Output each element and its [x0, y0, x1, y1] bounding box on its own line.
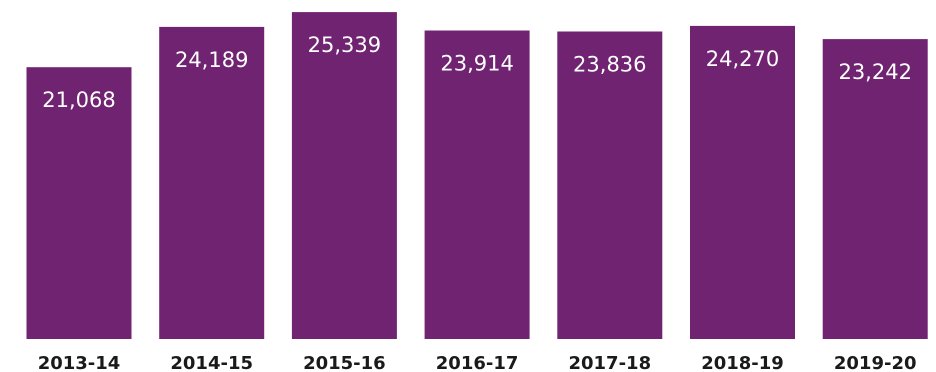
bar-2014-15 [159, 26, 265, 340]
data-label-2015-16: 25,339 [308, 33, 381, 57]
bar-2019-20 [822, 39, 928, 339]
x-tick-label-2015-16: 2015-16 [303, 353, 386, 372]
data-label-2019-20: 23,242 [838, 60, 911, 84]
bars-layer [26, 12, 928, 340]
x-axis-tick-labels: 2013-14 2014-15 2015-16 2016-17 2017-18 2018-… [38, 353, 917, 372]
x-tick-label-2014-15: 2014-15 [170, 353, 253, 372]
x-tick-label-2013-14: 2013-14 [38, 353, 121, 372]
data-label-2017-18: 23,836 [573, 53, 646, 77]
data-label-2016-17: 23,914 [440, 52, 513, 76]
bar-2016-17 [424, 30, 530, 339]
bar-2017-18 [557, 31, 663, 339]
data-label-2013-14: 21,068 [42, 88, 115, 112]
data-label-2018-19: 24,270 [706, 47, 779, 71]
data-label-2014-15: 24,189 [175, 48, 248, 72]
bar-2015-16 [291, 12, 397, 339]
data-labels-layer: 21,068 24,189 25,339 23,914 23,836 24,270 23,2… [42, 33, 912, 112]
x-tick-label-2017-18: 2017-18 [568, 353, 651, 372]
x-tick-label-2018-19: 2018-19 [701, 353, 784, 372]
bar-2018-19 [690, 25, 795, 340]
bar-2013-14 [26, 67, 132, 339]
x-tick-label-2019-20: 2019-20 [834, 353, 917, 372]
x-tick-label-2016-17: 2016-17 [436, 353, 519, 372]
